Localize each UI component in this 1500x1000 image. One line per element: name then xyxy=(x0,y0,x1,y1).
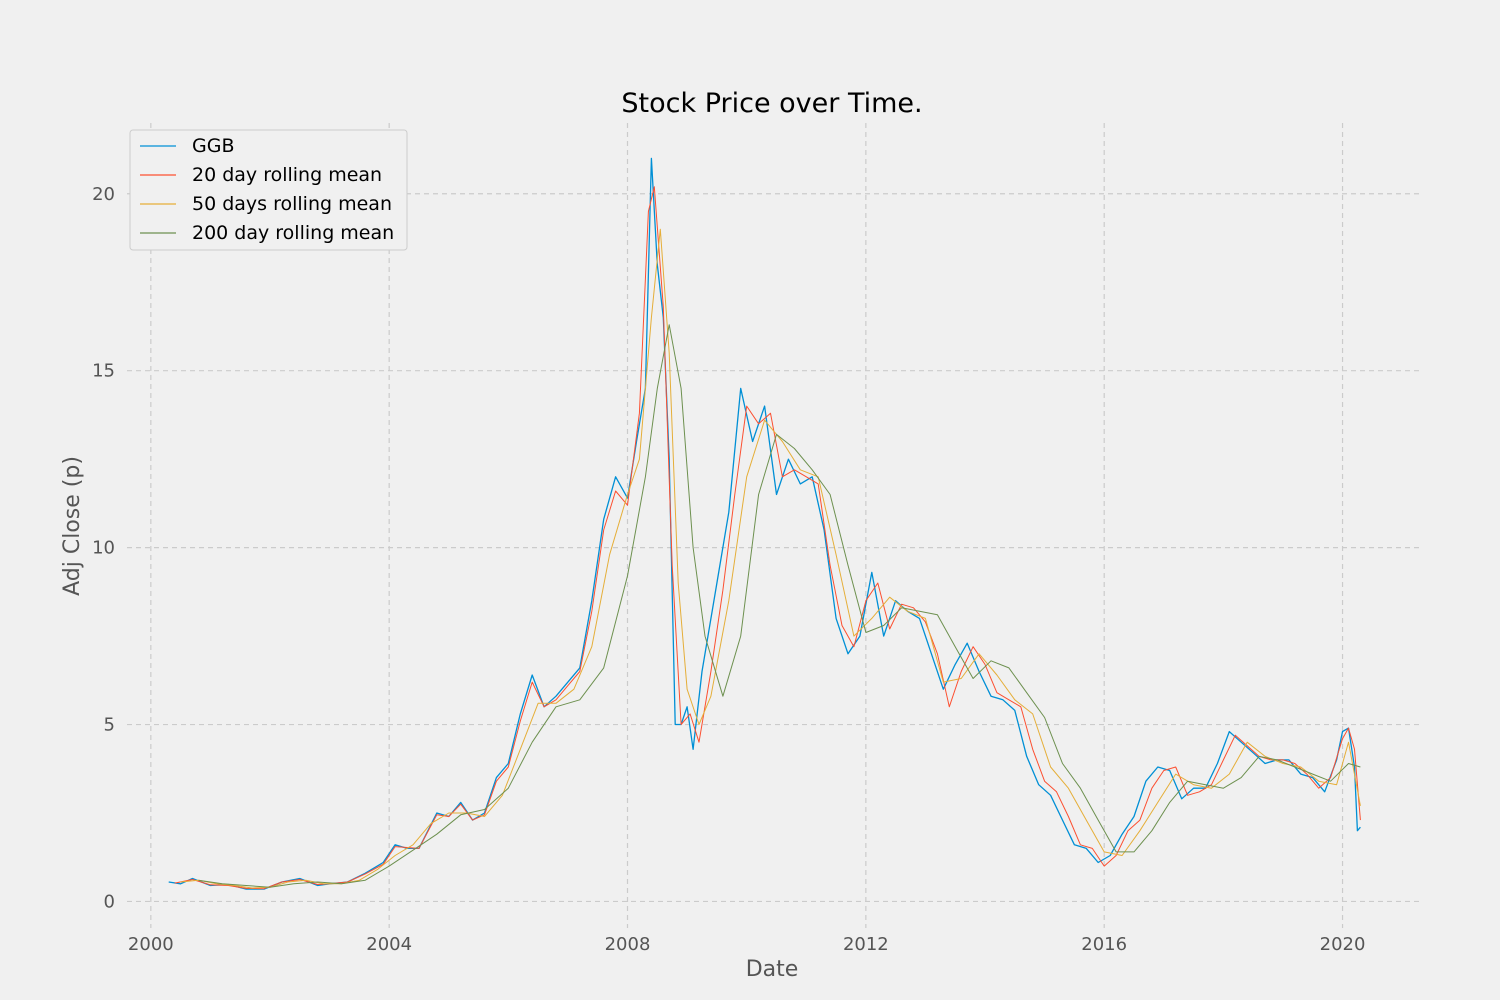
series-line-3 xyxy=(180,228,1361,889)
legend-entry-label: 20 day rolling mean xyxy=(192,164,382,186)
x-tick-label: 2020 xyxy=(1320,934,1366,955)
legend-entry-label: 200 day rolling mean xyxy=(192,222,394,244)
x-tick-label: 2016 xyxy=(1081,934,1127,955)
series-line-2 xyxy=(174,186,1361,890)
series-line-1 xyxy=(168,157,1361,890)
y-tick-label: 20 xyxy=(92,184,115,205)
y-axis-label: Adj Close (p) xyxy=(60,456,85,596)
x-axis-ticks: 2000 2004 2008 2012 2016 2020 xyxy=(128,934,1366,955)
legend-entry-label: GGB xyxy=(192,135,234,157)
x-tick-label: 2004 xyxy=(366,934,412,955)
series-layer xyxy=(168,157,1361,890)
x-tick-label: 2008 xyxy=(605,934,651,955)
y-axis-ticks: 0 5 10 15 20 xyxy=(92,184,115,913)
x-tick-label: 2000 xyxy=(128,934,174,955)
y-tick-label: 0 xyxy=(104,891,115,912)
legend-entry-label: 50 days rolling mean xyxy=(192,193,392,215)
y-tick-label: 10 xyxy=(92,538,115,559)
chart-title: Stock Price over Time. xyxy=(621,88,922,119)
legend: GGB 20 day rolling mean 50 days rolling me… xyxy=(129,129,408,251)
x-axis-label: Date xyxy=(746,957,799,982)
series-line-4 xyxy=(198,324,1361,888)
y-tick-label: 5 xyxy=(104,715,115,736)
legend-box xyxy=(129,129,408,251)
x-tick-label: 2012 xyxy=(843,934,889,955)
grid-lines xyxy=(127,123,1420,928)
y-tick-label: 15 xyxy=(92,361,115,382)
